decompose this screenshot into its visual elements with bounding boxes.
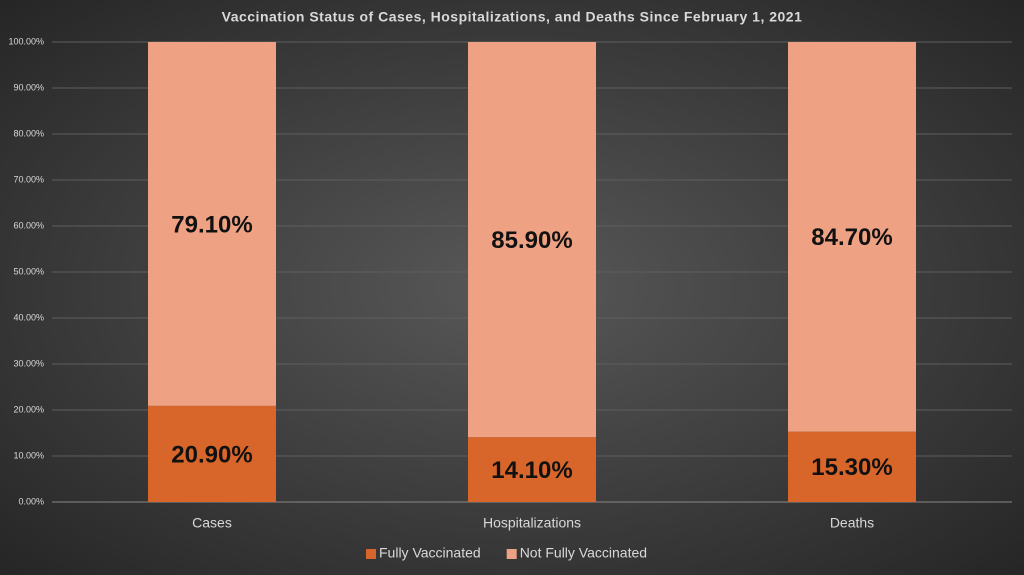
legend-swatch bbox=[366, 549, 376, 559]
bar-segment bbox=[788, 431, 916, 502]
x-tick-label: Cases bbox=[192, 515, 232, 531]
data-label: 84.70% bbox=[811, 224, 892, 251]
data-label: 85.90% bbox=[491, 227, 572, 254]
y-tick-label: 60.00% bbox=[13, 220, 44, 230]
y-tick-label: 70.00% bbox=[13, 174, 44, 184]
legend-swatch bbox=[506, 549, 517, 559]
y-tick-label: 10.00% bbox=[13, 450, 44, 460]
legend-label: Not Fully Vaccinated bbox=[520, 545, 647, 561]
data-label: 14.10% bbox=[491, 457, 572, 484]
bar-segment bbox=[148, 42, 276, 406]
y-tick-label: 40.00% bbox=[13, 312, 44, 322]
bar-segment bbox=[788, 42, 916, 432]
y-tick-label: 80.00% bbox=[13, 128, 44, 138]
bar-segment bbox=[468, 437, 596, 502]
x-tick-label: Hospitalizations bbox=[483, 515, 581, 531]
x-tick-label: Deaths bbox=[830, 515, 874, 531]
data-label: 15.30% bbox=[811, 454, 892, 481]
legend-label: Fully Vaccinated bbox=[379, 545, 481, 561]
data-label: 20.90% bbox=[171, 441, 252, 468]
bar-segment bbox=[468, 42, 596, 438]
chart-title: Vaccination Status of Cases, Hospitaliza… bbox=[222, 9, 803, 25]
y-tick-label: 0.00% bbox=[18, 496, 44, 506]
y-tick-label: 50.00% bbox=[13, 266, 44, 276]
y-tick-label: 30.00% bbox=[13, 358, 44, 368]
y-tick-label: 100.00% bbox=[8, 36, 44, 46]
bar-segment bbox=[148, 405, 276, 502]
data-label: 79.10% bbox=[171, 211, 252, 238]
y-tick-label: 20.00% bbox=[13, 404, 44, 414]
y-tick-label: 90.00% bbox=[13, 82, 44, 92]
